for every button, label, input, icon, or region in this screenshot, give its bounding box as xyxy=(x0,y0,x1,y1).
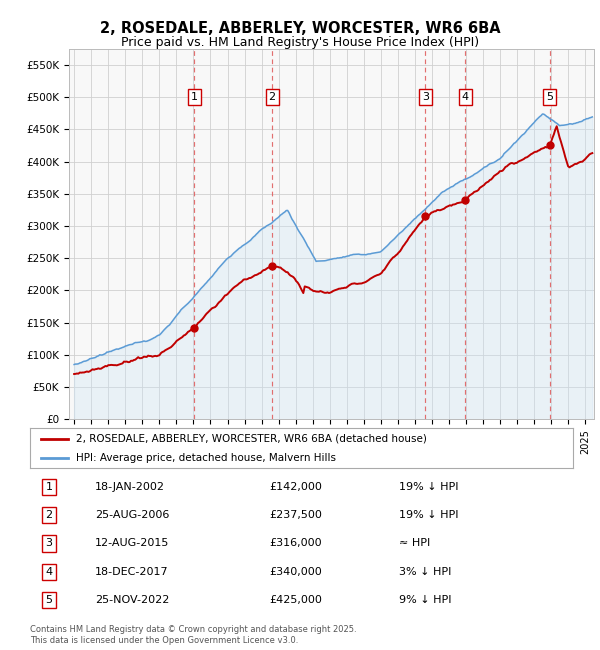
Text: £237,500: £237,500 xyxy=(269,510,322,520)
Text: 18-DEC-2017: 18-DEC-2017 xyxy=(95,567,169,577)
Text: £425,000: £425,000 xyxy=(269,595,322,605)
Text: HPI: Average price, detached house, Malvern Hills: HPI: Average price, detached house, Malv… xyxy=(76,453,336,463)
Text: 5: 5 xyxy=(46,595,53,605)
Text: £340,000: £340,000 xyxy=(269,567,322,577)
Text: 18-JAN-2002: 18-JAN-2002 xyxy=(95,482,165,491)
Text: 4: 4 xyxy=(462,92,469,102)
Text: 25-AUG-2006: 25-AUG-2006 xyxy=(95,510,170,520)
Text: 2: 2 xyxy=(269,92,276,102)
Text: 2, ROSEDALE, ABBERLEY, WORCESTER, WR6 6BA: 2, ROSEDALE, ABBERLEY, WORCESTER, WR6 6B… xyxy=(100,21,500,36)
Text: 19% ↓ HPI: 19% ↓ HPI xyxy=(399,482,459,491)
Text: 25-NOV-2022: 25-NOV-2022 xyxy=(95,595,170,605)
Text: 4: 4 xyxy=(46,567,53,577)
Text: 5: 5 xyxy=(546,92,553,102)
Text: 3: 3 xyxy=(422,92,429,102)
Text: Contains HM Land Registry data © Crown copyright and database right 2025.
This d: Contains HM Land Registry data © Crown c… xyxy=(30,625,356,645)
Text: 1: 1 xyxy=(46,482,53,491)
Text: 3% ↓ HPI: 3% ↓ HPI xyxy=(399,567,452,577)
Text: 1: 1 xyxy=(191,92,198,102)
Text: ≈ HPI: ≈ HPI xyxy=(399,538,430,549)
Text: £142,000: £142,000 xyxy=(269,482,322,491)
Text: Price paid vs. HM Land Registry's House Price Index (HPI): Price paid vs. HM Land Registry's House … xyxy=(121,36,479,49)
Text: £316,000: £316,000 xyxy=(269,538,322,549)
Text: 3: 3 xyxy=(46,538,53,549)
Text: 19% ↓ HPI: 19% ↓ HPI xyxy=(399,510,459,520)
Text: 2, ROSEDALE, ABBERLEY, WORCESTER, WR6 6BA (detached house): 2, ROSEDALE, ABBERLEY, WORCESTER, WR6 6B… xyxy=(76,434,427,443)
Text: 9% ↓ HPI: 9% ↓ HPI xyxy=(399,595,452,605)
Text: 12-AUG-2015: 12-AUG-2015 xyxy=(95,538,170,549)
Text: 2: 2 xyxy=(46,510,53,520)
